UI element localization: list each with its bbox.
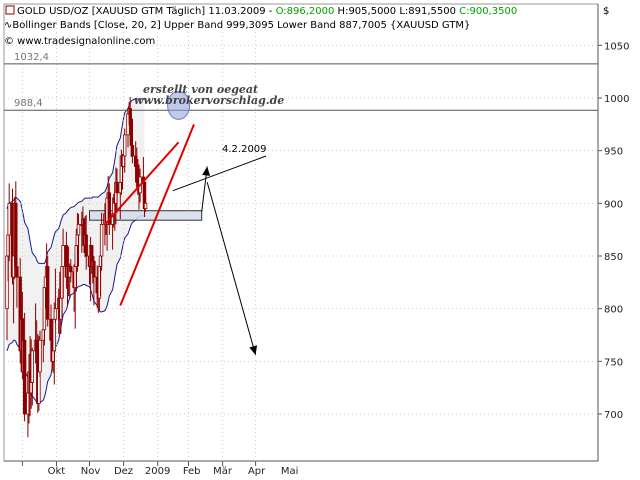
candle: [84, 214, 88, 270]
candle-body: [61, 245, 65, 267]
header-line-2: ∿Bollinger Bands [Close, 20, 2] Upper Ba…: [4, 20, 470, 31]
candle-body: [107, 192, 111, 225]
arrow-shaft-2: [206, 182, 257, 356]
y-tick-label-1000: 1000: [604, 94, 629, 105]
y-tick-label-900: 900: [604, 199, 623, 210]
candle-body: [115, 181, 119, 194]
candle-body: [99, 224, 104, 257]
candle: [92, 256, 96, 306]
header-line-1: GOLD USD/OZ [XAUUSD GTM Täglich] 11.03.2…: [17, 6, 517, 17]
candle: [130, 121, 135, 164]
candle: [107, 183, 111, 235]
candle-body: [7, 202, 11, 236]
candle-body: [38, 339, 42, 373]
candle: [76, 213, 81, 267]
annotation-leader-line: [172, 155, 267, 192]
x-tick-label-2009: 2009: [145, 466, 170, 477]
candle-body: [143, 202, 148, 210]
x-tick-label-Dez: Dez: [114, 466, 133, 477]
x-axis: Okt Nov Dez 2009 Feb Mär Apr Mai: [21, 461, 299, 477]
reference-label-2: 988,4: [14, 98, 43, 109]
candle-body: [76, 224, 81, 236]
arrow-head-1: [202, 166, 211, 176]
trend-line-red-upper: [104, 141, 180, 226]
peak-highlight-circle: [167, 90, 191, 120]
x-tick-label-Nov: Nov: [81, 466, 101, 477]
candle: [115, 168, 119, 213]
candle-body: [123, 134, 127, 157]
candle: [38, 330, 42, 378]
y-tick-label-1050: 1050: [604, 41, 629, 52]
arrow-head-2: [249, 345, 258, 356]
candle-body: [130, 145, 135, 157]
candle-body: [22, 339, 27, 415]
candle: [143, 195, 148, 212]
candle-body: [92, 260, 96, 278]
y-tick-label-800: 800: [604, 305, 623, 316]
y-tick-label-850: 850: [604, 252, 623, 263]
candle-body: [53, 308, 58, 320]
watermark: erstellt von oegeat www.brokervorschlag.…: [134, 83, 284, 107]
watermark-line-1: erstellt von oegeat: [143, 83, 258, 96]
copyright: © www.tradesignalonline.com: [4, 36, 155, 47]
candle: [69, 259, 73, 283]
candle: [99, 212, 104, 271]
candle: [123, 128, 127, 173]
candle: [15, 222, 19, 308]
candle-body: [30, 350, 34, 383]
candle-body: [46, 266, 50, 320]
reference-label-1: 1032,4: [14, 52, 49, 63]
candle: [46, 256, 50, 327]
x-tick-label-Feb: Feb: [183, 466, 201, 477]
candle-body: [69, 266, 73, 273]
candle-body: [84, 234, 88, 257]
candle: [61, 228, 65, 299]
y-tick-label-700: 700: [604, 410, 623, 421]
date-annotation: 4.2.2009: [222, 144, 267, 155]
trend-line-red-lower: [119, 123, 195, 306]
candle: [30, 347, 34, 406]
bollinger-upper-band: [6, 98, 145, 264]
y-tick-label-750: 750: [604, 357, 623, 368]
candle: [53, 268, 58, 324]
x-tick-label-Okt: Okt: [48, 466, 66, 477]
candle: [7, 183, 11, 262]
candle-body: [52, 318, 56, 352]
y-tick-label-950: 950: [604, 147, 623, 158]
currency-label: $: [603, 6, 609, 17]
candle: [22, 312, 27, 422]
chart-header: GOLD USD/OZ [XAUUSD GTM Täglich] 11.03.2…: [4, 5, 609, 47]
candle-legend-icon: [5, 5, 15, 15]
y-axis: 700 750 800 850 900 950 1000 1050: [598, 41, 629, 421]
x-tick-label-Apr: Apr: [248, 466, 266, 477]
candle-body: [15, 266, 19, 278]
x-tick-label-Mai: Mai: [281, 466, 299, 477]
trend-lines: [104, 123, 267, 356]
x-tick-label-Mär: Mär: [213, 466, 233, 477]
grid-lines: 1032,4 988,4: [4, 4, 598, 461]
watermark-line-2: www.brokervorschlag.de: [134, 94, 284, 107]
